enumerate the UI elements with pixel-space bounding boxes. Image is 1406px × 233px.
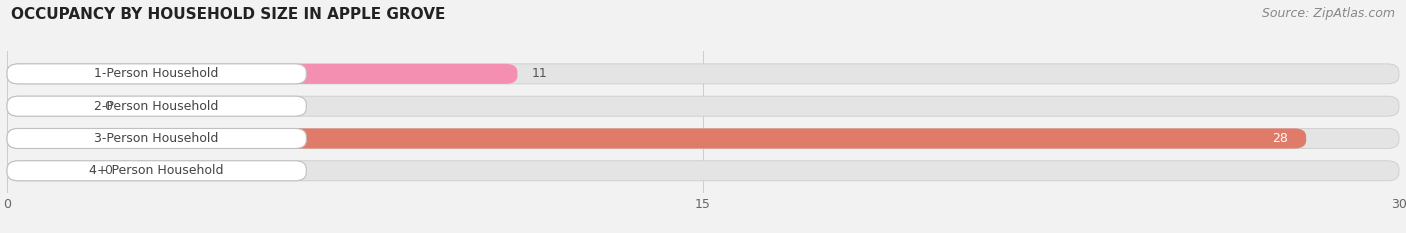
FancyBboxPatch shape — [7, 128, 1306, 148]
Text: 0: 0 — [104, 164, 112, 177]
FancyBboxPatch shape — [7, 96, 90, 116]
Text: Source: ZipAtlas.com: Source: ZipAtlas.com — [1261, 7, 1395, 20]
FancyBboxPatch shape — [7, 64, 307, 84]
Text: 0: 0 — [104, 100, 112, 113]
FancyBboxPatch shape — [7, 64, 517, 84]
FancyBboxPatch shape — [7, 96, 307, 116]
Text: 11: 11 — [531, 67, 547, 80]
Text: 4+ Person Household: 4+ Person Household — [90, 164, 224, 177]
Text: 2-Person Household: 2-Person Household — [94, 100, 219, 113]
Text: OCCUPANCY BY HOUSEHOLD SIZE IN APPLE GROVE: OCCUPANCY BY HOUSEHOLD SIZE IN APPLE GRO… — [11, 7, 446, 22]
FancyBboxPatch shape — [7, 96, 1399, 116]
FancyBboxPatch shape — [7, 128, 1399, 148]
FancyBboxPatch shape — [7, 64, 1399, 84]
Text: 3-Person Household: 3-Person Household — [94, 132, 219, 145]
FancyBboxPatch shape — [7, 161, 1399, 181]
Text: 1-Person Household: 1-Person Household — [94, 67, 219, 80]
FancyBboxPatch shape — [7, 128, 307, 148]
FancyBboxPatch shape — [7, 161, 90, 181]
Text: 28: 28 — [1272, 132, 1288, 145]
FancyBboxPatch shape — [7, 161, 307, 181]
